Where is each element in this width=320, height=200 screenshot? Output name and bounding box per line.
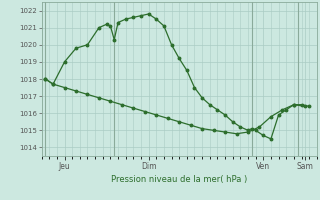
X-axis label: Pression niveau de la mer( hPa ): Pression niveau de la mer( hPa ) [111, 175, 247, 184]
